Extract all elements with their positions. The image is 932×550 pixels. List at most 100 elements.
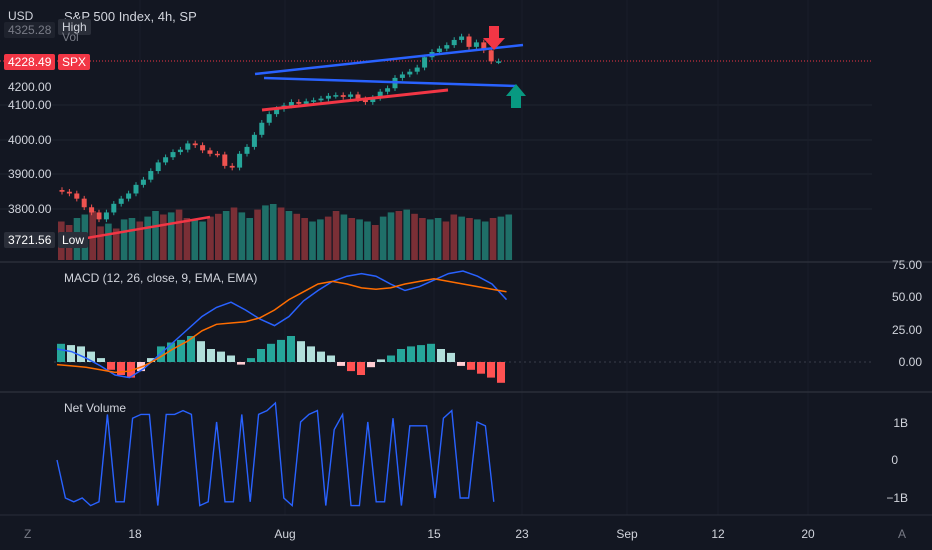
candle-body [155,162,161,172]
macd-histogram-bar [327,355,335,362]
candle-body [325,95,331,99]
volume-bar [395,211,403,260]
macd-histogram-bar [477,362,485,374]
macd-histogram-bar [497,362,505,383]
volume-bar [230,207,238,260]
volume-bar [262,205,269,260]
macd-histogram-bar [247,358,255,362]
candle-body [407,71,413,75]
price-axis-label: 4200.00 [8,80,52,94]
candle-body [133,184,139,194]
net-volume-axis-label: 0 [891,453,898,467]
volume-bar [238,212,246,260]
candle-body [148,171,154,180]
candle-body [288,102,294,106]
time-axis-label: Sep [616,527,638,541]
volume-bar [277,207,285,260]
candle-body [59,190,65,192]
candle-body [259,122,265,135]
volume-bar [403,209,410,260]
up-arrow-icon [506,84,526,108]
volume-bar [89,211,96,260]
candle-body [481,42,487,51]
volume-bar [269,204,277,260]
candle-body [96,212,102,220]
low-label-tag: Low [58,232,89,248]
macd-histogram [57,336,505,383]
candle-body [207,150,213,154]
net-volume-axis-label: −1B [886,491,908,505]
candle-body [229,165,235,168]
macd-histogram-bar [337,362,345,366]
volume-bar [112,228,120,260]
high-label-tag: High [58,19,91,35]
candle-body [362,99,368,103]
candle-body [111,203,117,213]
currency-label: USD [8,9,34,23]
symbol-title[interactable]: S&P 500 Index, 4h, SP [64,9,197,24]
volume-bar [160,214,167,260]
time-axis-label: 12 [711,527,725,541]
trend-line-red-low [74,215,211,242]
macd-histogram-bar [237,362,245,365]
volume-bar [222,211,230,260]
candle-body [222,154,228,166]
auto-scale-icon[interactable]: A [898,527,907,541]
macd-histogram-bar [267,343,275,362]
macd-histogram-bar [467,362,475,370]
candle-body [274,108,280,115]
macd-histogram-bar [77,346,85,362]
volume-bar [387,212,395,260]
volume-bar [285,211,293,260]
candle-body [370,97,376,103]
volume-bar [372,225,379,260]
zoom-reset-icon[interactable]: Z [24,527,32,541]
volume-bar [324,216,332,260]
trend-line-blue-lower [263,76,517,88]
volume-bar [199,221,206,260]
price-axis-label: 3900.00 [8,167,52,181]
pane-separators[interactable] [0,261,932,516]
candle-body [377,91,383,98]
macd-histogram-bar [427,343,435,362]
candle-body [177,149,183,153]
candle-body [251,134,257,147]
volume-bar [379,216,387,260]
time-axis-label: 15 [427,527,441,541]
macd-histogram-bar [367,362,375,368]
net-volume-title[interactable]: Net Volume [64,401,127,415]
candle-body [266,114,272,123]
candle-body [66,191,72,194]
trend-lines [74,26,526,242]
high-value-tag: 4325.28 [4,22,56,38]
macd-series-line [56,278,507,374]
macd-title[interactable]: MACD (12, 26, close, 9, EMA, EMA) [64,271,258,285]
volume-bar [207,216,214,260]
candle-body [436,48,442,53]
candle-body [488,50,494,62]
volume-bar [474,219,481,260]
candle-body [200,145,206,151]
candle-body [414,67,420,72]
macd-histogram-bar [357,362,365,375]
volume-bar [489,218,497,260]
candle-body [333,95,339,97]
volume-bar [317,219,324,260]
price-axis-label: 4100.00 [8,98,52,112]
volume-bar [136,221,144,260]
macd-histogram-bar [97,358,105,362]
volume-bar [348,218,356,260]
candle-body [163,157,169,163]
macd-histogram-bar [407,346,415,362]
candle-body [118,198,124,204]
volume-bar [364,221,371,260]
macd-axis-label: 0.00 [898,355,922,369]
time-axis-label: 18 [128,527,142,541]
macd-histogram-bar [397,349,405,362]
macd-histogram-bar [87,351,95,362]
macd-histogram-bar [207,349,215,362]
macd-histogram-bar [227,355,235,362]
vol-label[interactable]: Vol [62,30,79,44]
macd-histogram-bar [57,343,65,362]
candle-body [140,179,146,185]
